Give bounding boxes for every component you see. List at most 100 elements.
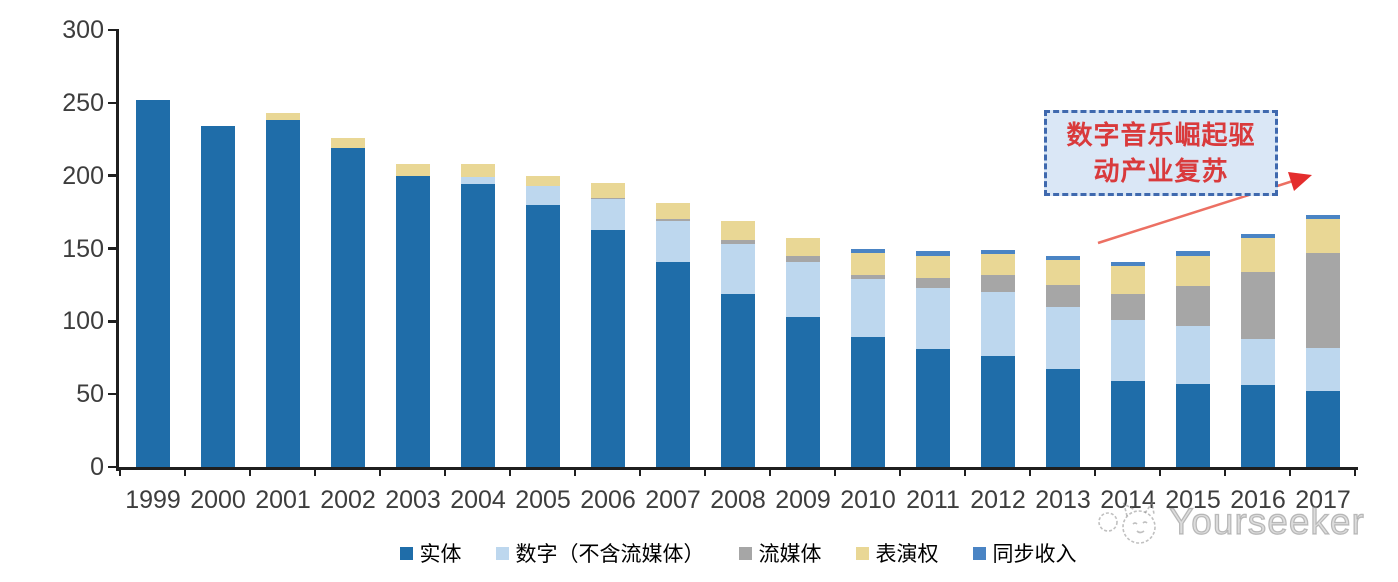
legend-swatch-digital — [495, 546, 509, 560]
bar-2002-physical — [331, 147, 365, 467]
x-axis-label-2015: 2015 — [1165, 486, 1221, 514]
legend-label-performance: 表演权 — [875, 543, 939, 566]
bar-2007-streaming — [656, 219, 690, 221]
x-axis-tick — [834, 468, 836, 476]
y-axis-label-100: 100 — [62, 307, 104, 336]
bar-2010-performance — [851, 252, 885, 275]
x-axis-tick — [1159, 468, 1161, 476]
x-axis-tick — [769, 468, 771, 476]
annotation-text: 数字音乐崛起驱动产业复苏 — [1066, 119, 1256, 186]
x-axis-label-2000: 2000 — [190, 486, 246, 514]
bar-2007-performance — [656, 203, 690, 220]
bar-2012-performance — [981, 254, 1015, 275]
bar-2009-streaming — [786, 255, 820, 262]
bar-2013-physical — [1046, 369, 1080, 467]
bar-2006-streaming — [591, 197, 625, 199]
x-axis-label-2010: 2010 — [840, 486, 896, 514]
bar-2013-sync — [1046, 255, 1080, 261]
bar-2005-performance — [526, 175, 560, 186]
y-axis-tick — [108, 101, 118, 105]
y-axis-tick — [108, 174, 118, 177]
x-axis-line — [115, 466, 1358, 470]
bar-2014-sync — [1111, 261, 1145, 266]
bar-2004-digital — [461, 177, 495, 185]
legend-swatch-physical — [399, 546, 413, 560]
x-axis-label-2006: 2006 — [580, 486, 636, 514]
bar-2010-digital — [851, 279, 885, 338]
legend-swatch-streaming — [738, 546, 752, 560]
bar-2008-streaming — [721, 239, 755, 245]
bar-2001-performance — [266, 113, 300, 121]
bar-2011-digital — [916, 287, 950, 349]
x-axis-label-2016: 2016 — [1230, 486, 1286, 514]
x-axis-label-2008: 2008 — [710, 486, 766, 514]
bar-2016-sync — [1241, 233, 1275, 239]
bar-2013-performance — [1046, 260, 1080, 285]
x-axis-tick — [1029, 468, 1031, 476]
legend: 实体 数字（不含流媒体） 流媒体 表演权 同步收入 — [118, 538, 1358, 568]
x-axis-tick — [704, 468, 706, 476]
legend-swatch-performance — [855, 546, 869, 560]
y-axis-label-50: 50 — [76, 380, 104, 409]
x-axis-label-2013: 2013 — [1035, 486, 1091, 514]
bar-2014-digital — [1111, 319, 1145, 382]
y-axis-tick — [108, 320, 118, 323]
bar-2007-digital — [656, 220, 690, 262]
legend-label-streaming: 流媒体 — [758, 543, 822, 566]
x-axis-label-2017: 2017 — [1295, 486, 1351, 514]
x-axis-label-1999: 1999 — [125, 486, 181, 514]
bar-2015-sync — [1176, 251, 1210, 256]
y-axis-label-0: 0 — [90, 453, 104, 481]
bar-2016-streaming — [1241, 271, 1275, 339]
legend-label-physical: 实体 — [419, 543, 462, 566]
y-axis-label-200: 200 — [62, 161, 104, 190]
bar-2000-physical — [201, 126, 235, 467]
bar-2004-physical — [461, 184, 495, 467]
y-axis-tick — [108, 247, 118, 250]
y-axis-tick — [108, 28, 118, 32]
y-axis-tick — [108, 392, 118, 396]
bar-2017-digital — [1306, 347, 1340, 392]
bar-1999-physical — [136, 99, 170, 467]
bar-2009-physical — [786, 316, 820, 467]
bar-2011-performance — [916, 255, 950, 278]
bar-2009-digital — [786, 261, 820, 317]
x-axis-label-2001: 2001 — [255, 486, 311, 514]
y-axis-label-300: 300 — [62, 16, 104, 44]
legend-item-physical: 实体 — [399, 538, 462, 568]
legend-swatch-sync — [972, 546, 986, 560]
y-axis-tick — [108, 465, 118, 469]
y-axis-line — [115, 29, 119, 471]
bar-2016-performance — [1241, 238, 1275, 272]
bar-2001-physical — [266, 120, 300, 467]
bar-2015-streaming — [1176, 286, 1210, 326]
x-axis-tick — [119, 468, 121, 476]
bar-2010-physical — [851, 337, 885, 467]
bar-2017-streaming — [1306, 252, 1340, 348]
x-axis-tick — [444, 468, 446, 476]
bar-2015-performance — [1176, 255, 1210, 287]
x-axis-tick — [899, 468, 901, 476]
x-axis-tick — [1354, 468, 1356, 476]
x-axis-tick — [639, 468, 641, 476]
legend-item-streaming: 流媒体 — [738, 538, 822, 568]
bar-2015-physical — [1176, 383, 1210, 467]
x-axis-tick — [1289, 468, 1291, 476]
x-axis-label-2002: 2002 — [320, 486, 376, 514]
bar-2016-physical — [1241, 385, 1275, 467]
bar-2002-performance — [331, 137, 365, 148]
x-axis-tick — [379, 468, 381, 476]
x-axis-tick — [314, 468, 316, 476]
bar-2004-performance — [461, 164, 495, 178]
x-axis-label-2009: 2009 — [775, 486, 831, 514]
bar-2009-performance — [786, 238, 820, 256]
x-axis-label-2004: 2004 — [450, 486, 506, 514]
x-axis-tick — [1094, 468, 1096, 476]
x-axis-label-2012: 2012 — [970, 486, 1026, 514]
x-axis-tick — [184, 468, 186, 476]
bar-2005-physical — [526, 204, 560, 467]
bar-2011-sync — [916, 251, 950, 256]
bar-2008-performance — [721, 220, 755, 240]
x-axis-label-2007: 2007 — [645, 486, 701, 514]
bar-2017-performance — [1306, 219, 1340, 253]
